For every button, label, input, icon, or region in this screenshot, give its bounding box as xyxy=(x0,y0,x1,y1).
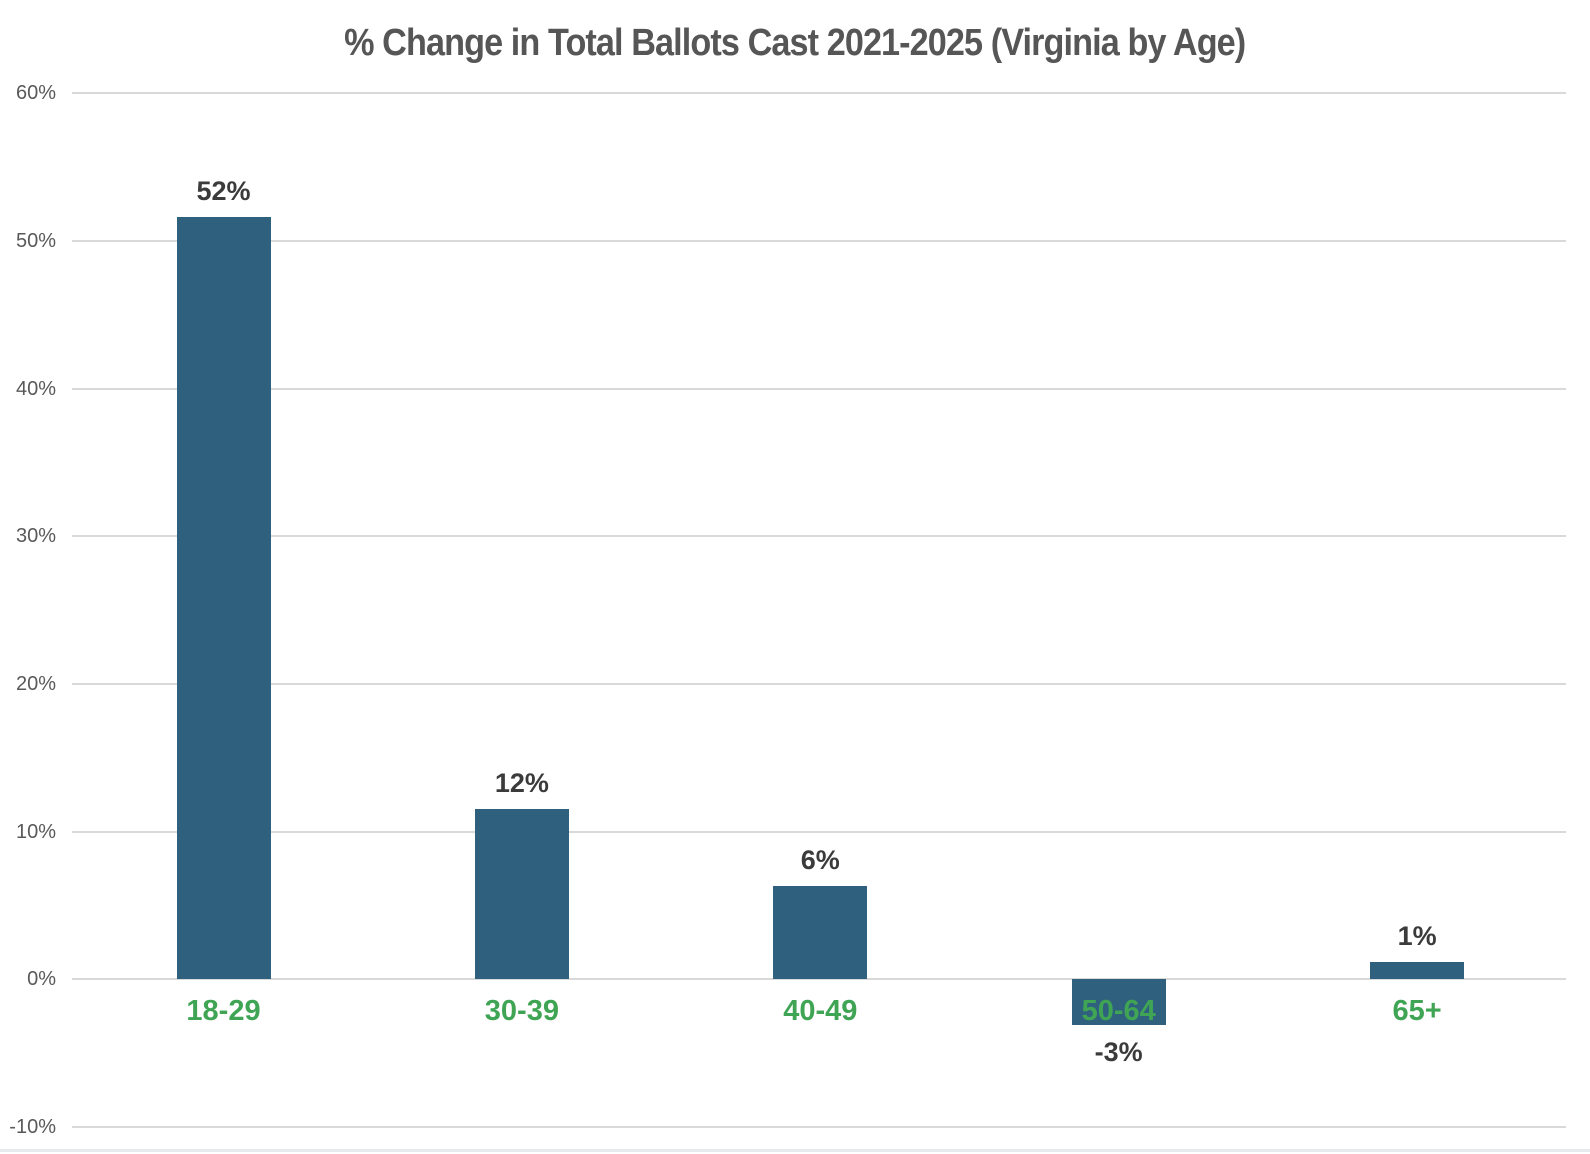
x-axis-category-label: 50-64 xyxy=(1081,995,1156,1027)
gridline xyxy=(72,535,1566,538)
gridline xyxy=(72,682,1566,685)
bar xyxy=(176,217,271,980)
chart-title: % Change in Total Ballots Cast 2021-2025… xyxy=(0,22,1590,65)
bar-value-label: 52% xyxy=(196,176,251,207)
y-axis-tick-label: 50% xyxy=(15,229,56,252)
y-axis-tick-label: 20% xyxy=(15,672,56,695)
bar-value-label: 12% xyxy=(494,768,549,799)
y-axis-tick-label: 10% xyxy=(15,820,56,843)
gridline xyxy=(72,1126,1566,1128)
gridline xyxy=(72,92,1566,95)
bar xyxy=(1370,961,1465,980)
bar-value-label: 1% xyxy=(1397,920,1437,951)
gridline xyxy=(72,387,1566,390)
bar xyxy=(1071,979,1166,1026)
x-axis-category-label: 40-49 xyxy=(783,995,858,1027)
bar-value-label: 6% xyxy=(800,845,840,876)
y-axis-tick-label: 30% xyxy=(15,525,56,548)
y-axis-tick-label: 40% xyxy=(15,377,56,400)
x-axis-category-label: 18-29 xyxy=(186,995,261,1027)
y-axis-tick-label: 0% xyxy=(27,968,56,991)
bottom-border-line xyxy=(0,1149,1590,1152)
x-axis-category-label: 65+ xyxy=(1392,995,1442,1027)
bar xyxy=(474,809,569,980)
y-axis-tick-label: 60% xyxy=(15,82,56,105)
gridline xyxy=(72,978,1566,981)
gridline xyxy=(72,830,1566,833)
chart-title-text: % Change in Total Ballots Cast 2021-2025… xyxy=(344,22,1246,64)
gridline xyxy=(72,239,1566,242)
x-axis-category-label: 30-39 xyxy=(484,995,559,1027)
bar xyxy=(773,886,868,980)
bar-value-label: -3% xyxy=(1094,1037,1143,1068)
y-axis-tick-label: -10% xyxy=(9,1116,56,1138)
